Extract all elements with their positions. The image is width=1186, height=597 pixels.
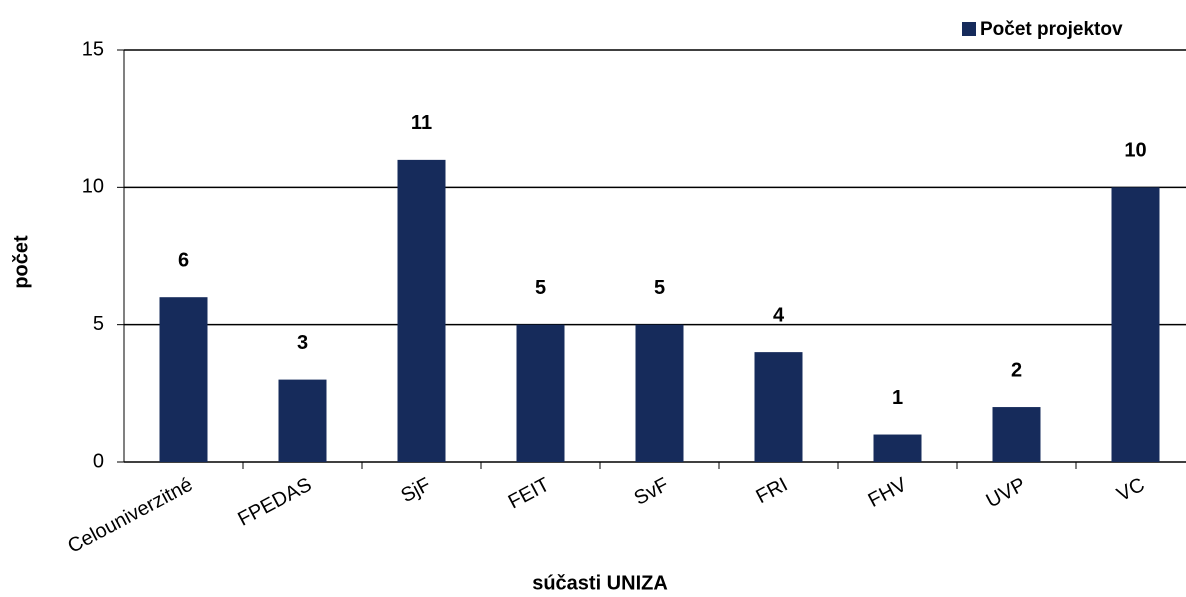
x-tick-label: SjF	[398, 474, 435, 508]
bar	[516, 324, 565, 462]
x-tick-label: FHV	[865, 473, 911, 512]
data-label: 2	[1011, 359, 1022, 381]
x-tick-label: FRI	[753, 474, 792, 509]
bar	[397, 159, 446, 462]
x-tick-label: UVP	[983, 474, 1030, 513]
y-tick-label: 10	[82, 176, 104, 198]
bar	[278, 379, 327, 462]
bar	[754, 352, 803, 462]
bar	[159, 297, 208, 462]
x-tick-label: SvF	[631, 474, 673, 510]
y-tick-label: 0	[93, 450, 104, 472]
y-axis-title: počet	[10, 235, 32, 289]
x-tick-label: Celouniverzitné	[64, 474, 196, 558]
x-tick-label: VC	[1113, 474, 1148, 506]
data-label: 6	[178, 249, 189, 271]
data-label: 3	[297, 332, 308, 354]
x-tick-label: FPEDAS	[234, 474, 315, 531]
x-axis-title: súčasti UNIZA	[532, 572, 668, 594]
data-label: 4	[773, 304, 785, 326]
bar	[873, 434, 922, 462]
x-tick-label: FEIT	[505, 474, 554, 514]
bar	[992, 407, 1041, 462]
legend-label: Počet projektov	[980, 19, 1123, 40]
data-label: 5	[535, 277, 546, 299]
legend-swatch	[962, 22, 976, 36]
data-label: 5	[654, 277, 665, 299]
bar	[635, 324, 684, 462]
bar	[1111, 187, 1160, 463]
data-label: 10	[1124, 140, 1146, 162]
y-tick-label: 5	[93, 313, 104, 335]
y-tick-label: 15	[82, 38, 104, 60]
data-label: 1	[892, 387, 903, 409]
data-label: 11	[411, 112, 432, 134]
